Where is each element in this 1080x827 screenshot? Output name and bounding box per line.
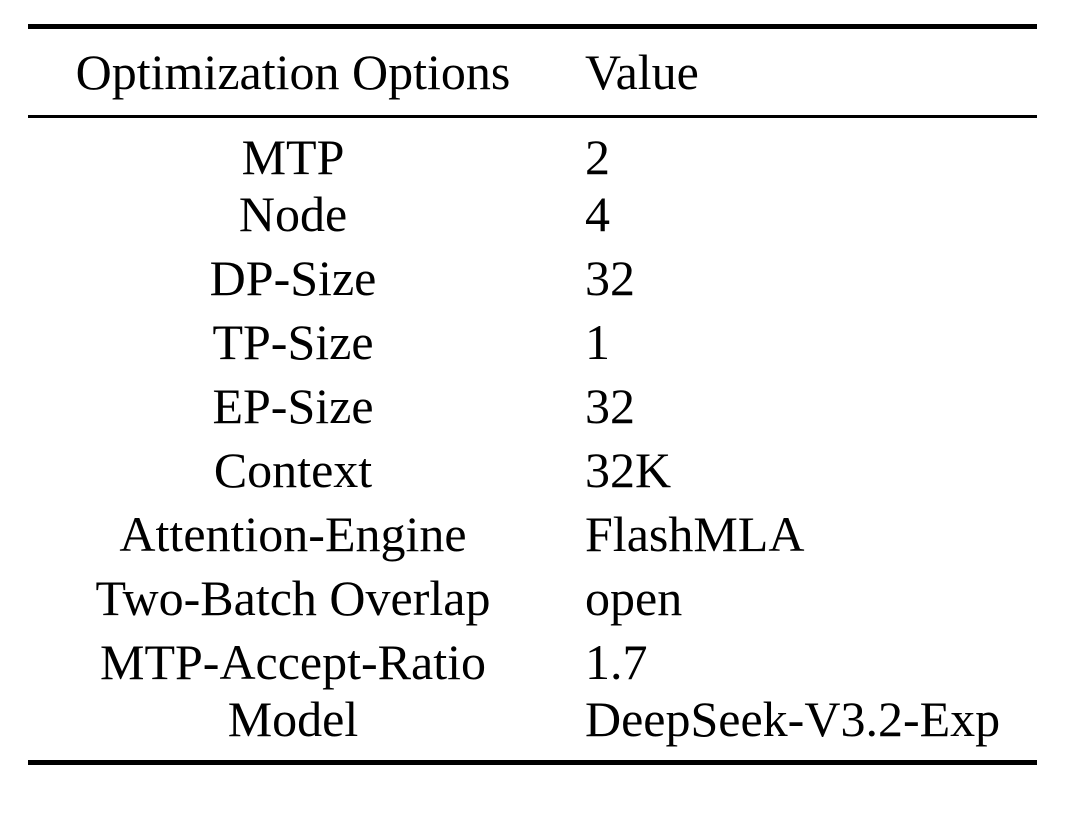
table-row: DP-Size 32 bbox=[28, 246, 1037, 310]
value-cell: FlashMLA bbox=[585, 506, 805, 562]
option-cell: EP-Size bbox=[212, 378, 374, 434]
table-row: Model DeepSeek-V3.2-Exp bbox=[28, 694, 1037, 763]
option-cell: TP-Size bbox=[212, 314, 374, 370]
table-header: Optimization Options Value bbox=[28, 27, 1037, 117]
paper-table-figure: Optimization Options Value MTP 2 Node 4 … bbox=[0, 24, 1080, 827]
table-row: EP-Size 32 bbox=[28, 374, 1037, 438]
value-cell: 32K bbox=[585, 442, 672, 498]
value-cell: 32 bbox=[585, 250, 635, 306]
value-cell: 1.7 bbox=[585, 634, 648, 690]
column-header-optimization-options: Optimization Options bbox=[75, 44, 511, 100]
column-header-value: Value bbox=[585, 44, 699, 100]
option-cell: MTP bbox=[241, 129, 345, 185]
table-row: Attention-Engine FlashMLA bbox=[28, 502, 1037, 566]
value-cell: 4 bbox=[585, 186, 610, 242]
option-cell: Attention-Engine bbox=[119, 506, 467, 562]
value-cell: 32 bbox=[585, 378, 635, 434]
option-cell: DP-Size bbox=[209, 250, 377, 306]
value-cell: 2 bbox=[585, 129, 610, 185]
option-cell: MTP-Accept-Ratio bbox=[99, 634, 486, 690]
option-cell: Model bbox=[227, 691, 359, 747]
table-row: Two-Batch Overlap open bbox=[28, 566, 1037, 630]
table-header-row: Optimization Options Value bbox=[28, 27, 1037, 117]
option-cell: Two-Batch Overlap bbox=[95, 570, 491, 626]
value-cell: open bbox=[585, 570, 683, 626]
value-cell: DeepSeek-V3.2-Exp bbox=[585, 691, 1001, 747]
value-cell: 1 bbox=[585, 314, 610, 370]
option-cell: Node bbox=[238, 186, 348, 242]
table-row: MTP-Accept-Ratio 1.7 bbox=[28, 630, 1037, 694]
table-row: Context 32K bbox=[28, 438, 1037, 502]
table-row: MTP 2 bbox=[28, 117, 1037, 183]
option-cell: Context bbox=[213, 442, 373, 498]
optimization-options-table: Optimization Options Value MTP 2 Node 4 … bbox=[28, 24, 1037, 765]
table-body: MTP 2 Node 4 DP-Size 32 TP-Size 1 EP-Siz… bbox=[28, 117, 1037, 763]
table-row: Node 4 bbox=[28, 182, 1037, 246]
table-row: TP-Size 1 bbox=[28, 310, 1037, 374]
